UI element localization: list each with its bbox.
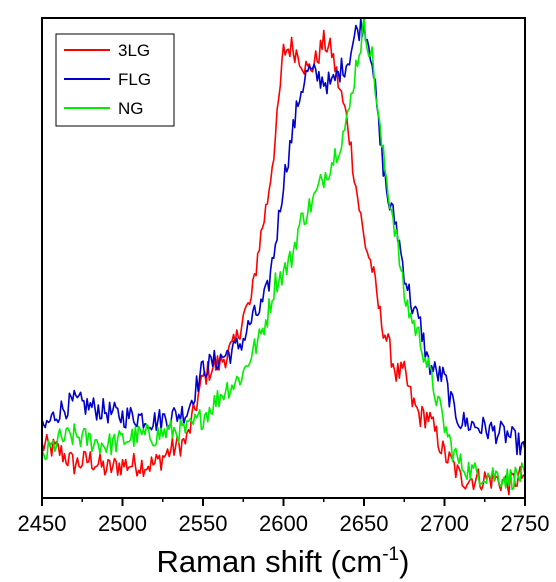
x-tick-label: 2500	[98, 511, 147, 536]
legend-label-flg: FLG	[118, 70, 151, 89]
series-line-ng	[42, 18, 525, 491]
x-tick-label: 2750	[501, 511, 550, 536]
x-tick-label: 2450	[18, 511, 67, 536]
series-layer	[42, 18, 525, 496]
x-tick-label: 2600	[259, 511, 308, 536]
series-line-flg	[42, 18, 525, 456]
x-axis-title: Raman shift (cm-1)	[157, 544, 410, 579]
x-tick-label: 2700	[420, 511, 469, 536]
x-tick-label: 2550	[179, 511, 228, 536]
legend-label-3lg: 3LG	[118, 41, 150, 60]
x-tick-label: 2650	[340, 511, 389, 536]
legend-label-ng: NG	[118, 99, 144, 118]
legend: 3LG FLG NG	[55, 33, 175, 127]
x-axis: 2450 2500 2550 2600 2650 2700 2750	[18, 498, 550, 536]
series-line-3lg	[42, 29, 525, 496]
